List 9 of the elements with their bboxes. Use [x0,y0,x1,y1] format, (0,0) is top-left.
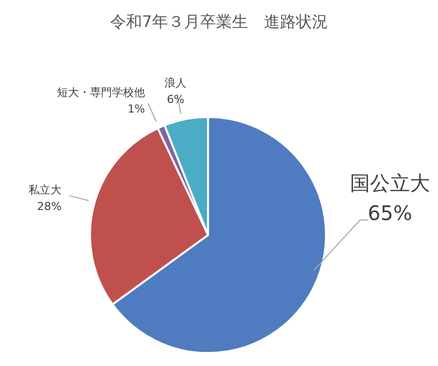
slice-label: 浪人 [164,76,187,90]
data-label: 6% [166,93,184,106]
chart-title: 令和7年３月卒業生 進路状況 [108,11,330,33]
slice-label: 短大・専門学校他 [57,86,146,100]
slice-label: 私立大 [28,184,62,197]
slice-label: 国公立大 [350,171,430,195]
data-label: 65% [368,201,412,225]
data-label: 1% [128,102,146,116]
data-label: 28% [37,200,62,214]
